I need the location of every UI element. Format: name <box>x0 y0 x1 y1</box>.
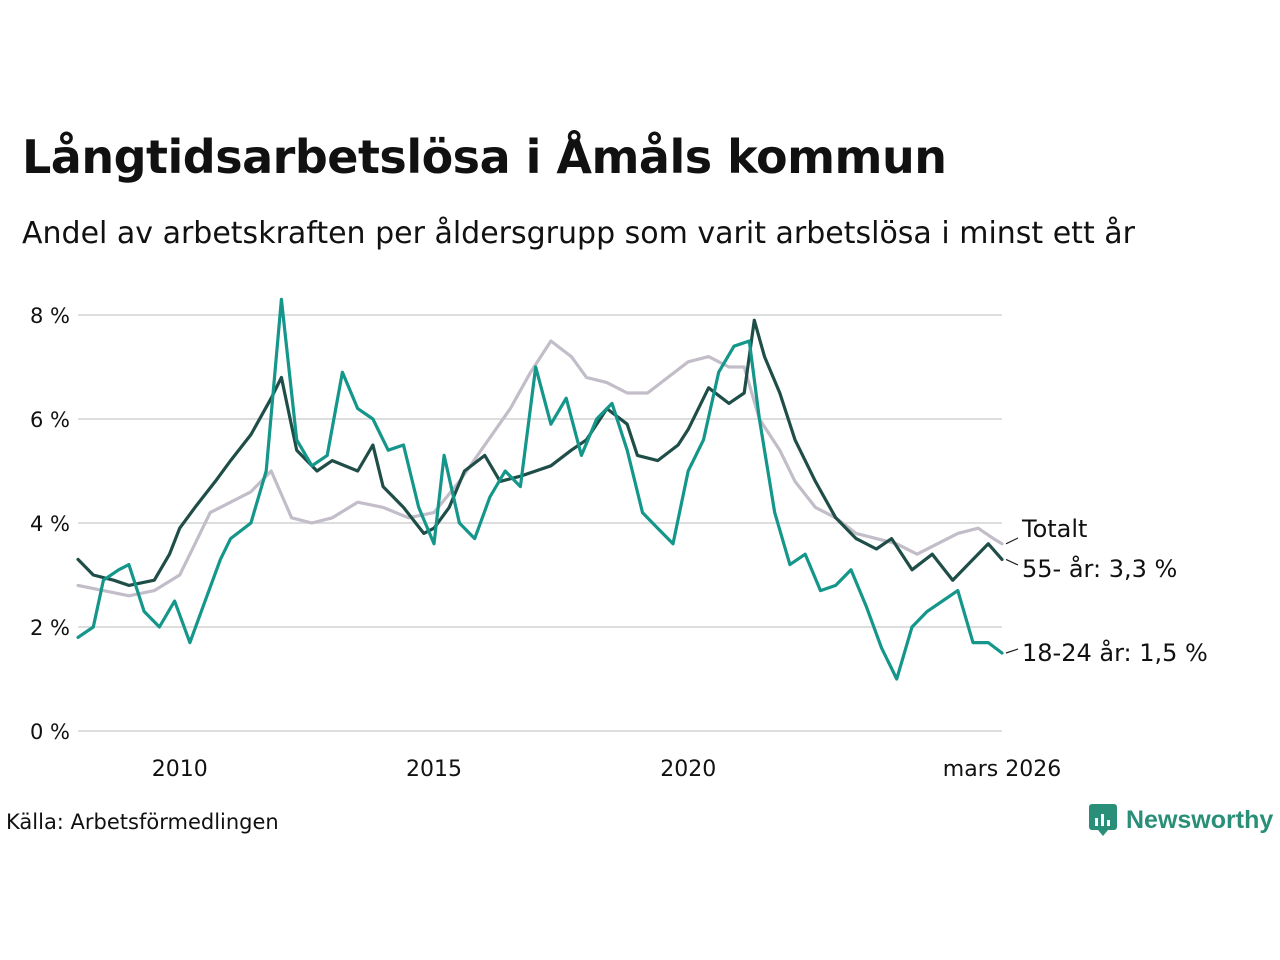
series-end-labels: Totalt 55- år: 3,3 % 18-24 år: 1,5 % <box>1005 515 1208 667</box>
series-line-age18_24 <box>76 297 1004 681</box>
x-tick-label: mars 2026 <box>943 757 1061 782</box>
x-tick-label: 2015 <box>406 757 462 782</box>
y-tick-label: 8 % <box>30 304 70 328</box>
series-label-age55: 55- år: 3,3 % <box>1022 554 1177 583</box>
brand-logo: Newsworthy <box>1088 803 1273 837</box>
series-line-age55 <box>76 318 1004 587</box>
source-note: Källa: Arbetsförmedlingen <box>6 810 279 834</box>
series-label-totalt: Totalt <box>1021 515 1087 543</box>
chart-title: Långtidsarbetslösa i Åmåls kommun <box>22 130 947 184</box>
label-leader-age55 <box>1005 558 1019 566</box>
y-tick-label: 0 % <box>30 720 70 744</box>
x-tick-label: 2010 <box>152 757 208 782</box>
gridlines <box>78 314 1002 732</box>
series-line-totalt <box>76 339 1004 598</box>
y-tick-label: 6 % <box>30 408 70 432</box>
x-axis-tick-labels: 2010 2015 2020 mars 2026 <box>152 757 1061 782</box>
chart-subtitle: Andel av arbetskraften per åldersgrupp s… <box>22 216 1135 251</box>
label-leader-totalt <box>1005 537 1019 545</box>
x-tick-label: 2020 <box>660 757 716 782</box>
brand-name: Newsworthy <box>1126 805 1274 834</box>
series-lines <box>76 297 1004 681</box>
y-tick-label: 4 % <box>30 512 70 536</box>
y-axis-tick-labels: 0 % 2 % 4 % 6 % 8 % <box>30 304 70 744</box>
y-tick-label: 2 % <box>30 616 70 640</box>
series-label-age18_24: 18-24 år: 1,5 % <box>1022 638 1208 667</box>
newsworthy-logo-icon <box>1089 804 1117 836</box>
label-leader-age18_24 <box>1005 648 1019 654</box>
